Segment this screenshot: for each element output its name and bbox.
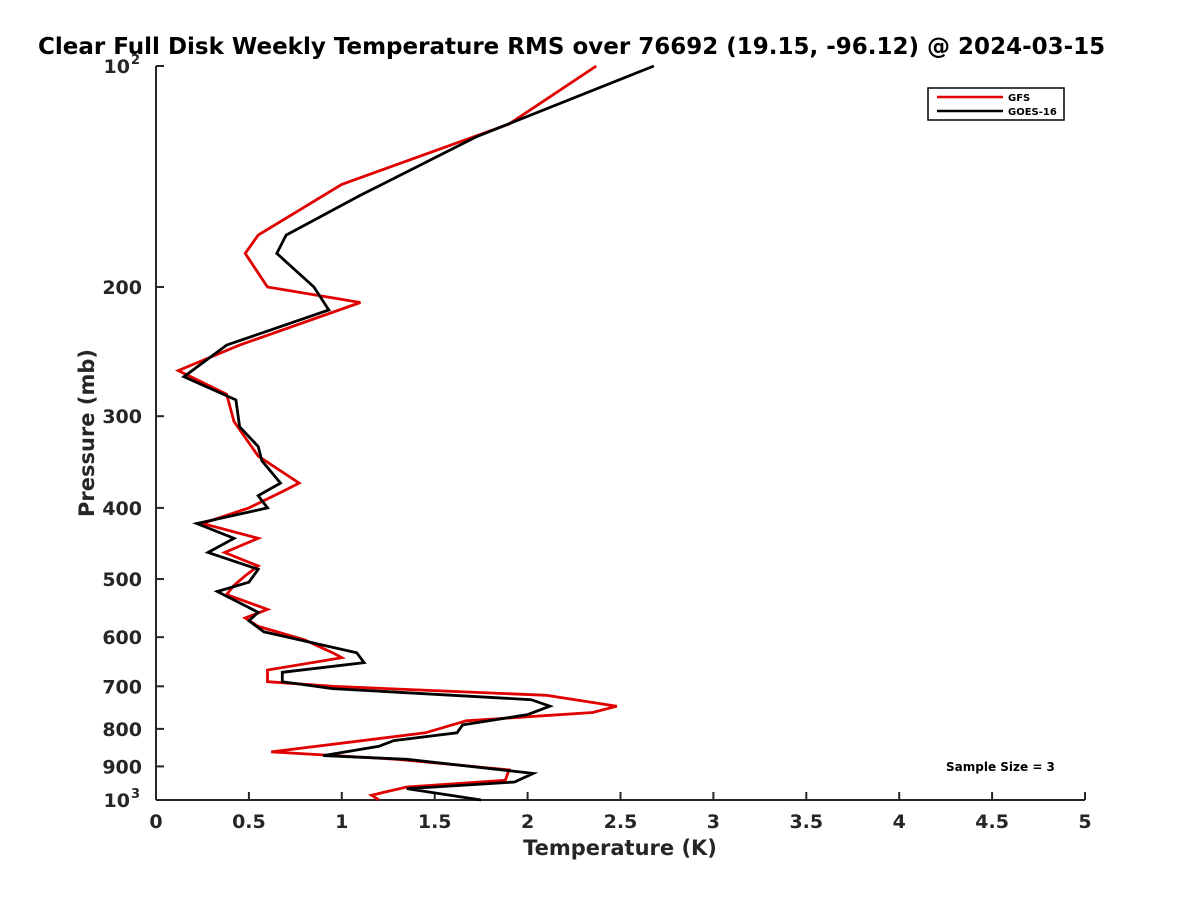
y-tick-label: 300 (102, 406, 142, 428)
x-tick-label: 4.5 (975, 811, 1009, 833)
x-tick-label: 3 (707, 811, 720, 833)
x-axis-label: Temperature (K) (523, 836, 717, 860)
y-tick-label: 500 (102, 569, 142, 591)
legend-box (927, 87, 1065, 121)
y-tick-label: 400 (102, 498, 142, 520)
y-tick-exponent: 2 (131, 53, 140, 68)
chart-title: Clear Full Disk Weekly Temperature RMS o… (38, 34, 1105, 60)
y-tick-label: 700 (102, 676, 142, 698)
x-tick-label: 5 (1078, 811, 1091, 833)
x-tick-label: 2 (521, 811, 534, 833)
x-tick-label: 3.5 (789, 811, 823, 833)
y-tick-exponent: 3 (131, 787, 140, 802)
y-tick-label: 800 (102, 719, 142, 741)
x-tick-label: 1.5 (418, 811, 452, 833)
series-line-gfs (174, 64, 618, 802)
y-tick-base: 10 (104, 790, 130, 812)
legend: GFS GOES-16 (927, 87, 1065, 121)
y-tick-label: 600 (102, 627, 142, 649)
y-axis-label: Pressure (mb) (75, 349, 99, 517)
x-ticks: 0 0.5 1 1.5 2 2.5 3 3.5 4 4.5 5 (149, 792, 1092, 833)
x-tick-label: 4 (893, 811, 906, 833)
y-tick-base: 10 (104, 56, 130, 78)
y-tick-label-power: 10 2 (104, 53, 141, 78)
legend-label-gfs: GFS (1008, 93, 1030, 104)
y-tick-label: 900 (102, 756, 142, 778)
y-tick-label-power: 10 3 (104, 787, 141, 812)
x-tick-label: 0 (149, 811, 162, 833)
sample-size-annotation: Sample Size = 3 (946, 760, 1055, 774)
x-tick-label: 0.5 (232, 811, 266, 833)
series-line-goes-16 (181, 64, 655, 802)
x-tick-label: 2.5 (604, 811, 638, 833)
y-tick-label: 200 (102, 277, 142, 299)
x-tick-label: 1 (335, 811, 348, 833)
legend-label-goes-16: GOES-16 (1008, 107, 1057, 118)
series-lines (174, 64, 655, 802)
